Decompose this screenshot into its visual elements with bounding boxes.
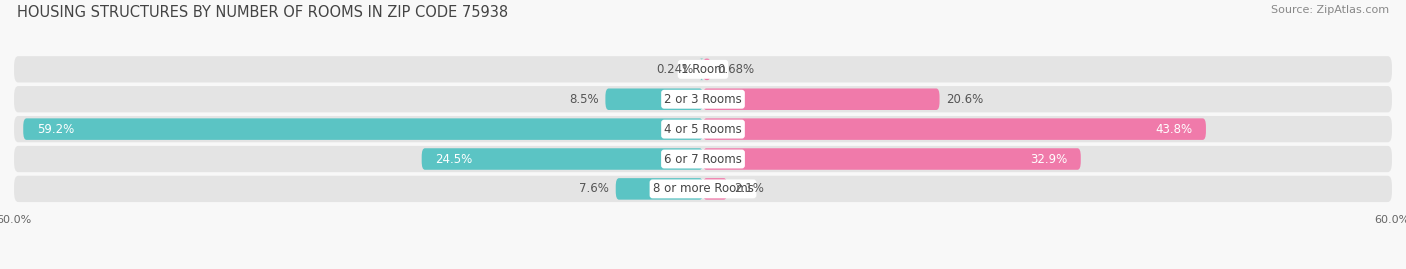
Text: 24.5%: 24.5% <box>436 153 472 165</box>
Text: 2 or 3 Rooms: 2 or 3 Rooms <box>664 93 742 106</box>
Text: 8.5%: 8.5% <box>569 93 599 106</box>
Text: 59.2%: 59.2% <box>37 123 75 136</box>
FancyBboxPatch shape <box>703 148 1081 170</box>
FancyBboxPatch shape <box>14 56 1392 83</box>
FancyBboxPatch shape <box>616 178 703 200</box>
FancyBboxPatch shape <box>703 89 939 110</box>
FancyBboxPatch shape <box>14 116 1392 142</box>
FancyBboxPatch shape <box>703 59 711 80</box>
FancyBboxPatch shape <box>700 59 703 80</box>
FancyBboxPatch shape <box>14 146 1392 172</box>
Text: 6 or 7 Rooms: 6 or 7 Rooms <box>664 153 742 165</box>
Text: 2.1%: 2.1% <box>734 182 763 195</box>
FancyBboxPatch shape <box>14 86 1392 112</box>
FancyBboxPatch shape <box>422 148 703 170</box>
FancyBboxPatch shape <box>703 118 1206 140</box>
FancyBboxPatch shape <box>703 178 727 200</box>
Text: HOUSING STRUCTURES BY NUMBER OF ROOMS IN ZIP CODE 75938: HOUSING STRUCTURES BY NUMBER OF ROOMS IN… <box>17 5 508 20</box>
Text: 4 or 5 Rooms: 4 or 5 Rooms <box>664 123 742 136</box>
Text: 8 or more Rooms: 8 or more Rooms <box>652 182 754 195</box>
Text: Source: ZipAtlas.com: Source: ZipAtlas.com <box>1271 5 1389 15</box>
FancyBboxPatch shape <box>24 118 703 140</box>
FancyBboxPatch shape <box>606 89 703 110</box>
Text: 43.8%: 43.8% <box>1154 123 1192 136</box>
Text: 0.68%: 0.68% <box>717 63 755 76</box>
Text: 20.6%: 20.6% <box>946 93 984 106</box>
Text: 32.9%: 32.9% <box>1029 153 1067 165</box>
Text: 0.24%: 0.24% <box>657 63 693 76</box>
Text: 1 Room: 1 Room <box>681 63 725 76</box>
Text: 7.6%: 7.6% <box>579 182 609 195</box>
FancyBboxPatch shape <box>14 176 1392 202</box>
